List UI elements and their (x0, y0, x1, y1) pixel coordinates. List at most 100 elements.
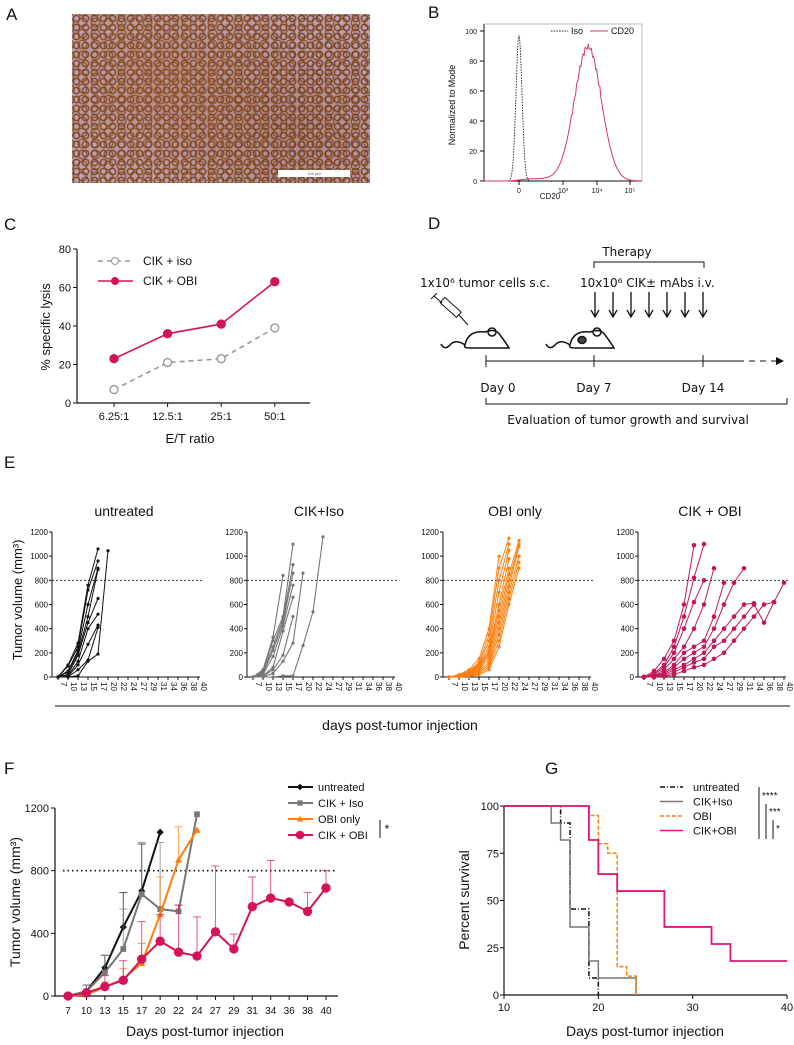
individual-point (721, 580, 727, 586)
data-point (156, 828, 164, 836)
individual-point (96, 559, 100, 563)
individual-point (681, 668, 687, 674)
individual-point (701, 662, 707, 668)
data-point (194, 811, 200, 818)
individual-point (741, 565, 747, 571)
data-point (229, 944, 239, 954)
x-tick-label: 38 (384, 682, 393, 691)
group-panel-2: OBI only 0 200 400 600 800 1000 1200 7 10 13 15 17 20… (421, 503, 599, 691)
x-tick-label: 17 (685, 682, 694, 691)
data-point (216, 319, 226, 329)
dose-arrowhead-icon (608, 309, 618, 319)
group-title: CIK+Iso (294, 503, 344, 519)
individual-point (701, 656, 707, 662)
survival-curve (504, 805, 600, 995)
legend-label: OBI (693, 811, 712, 823)
individual-point (291, 595, 295, 599)
y-tick-label: 800 (35, 576, 49, 585)
x-tick-label: 22 (314, 682, 323, 691)
individual-point (251, 675, 255, 679)
series-line-1 (113, 281, 276, 360)
y-tick-label: 0 (239, 673, 244, 682)
individual-point (507, 566, 511, 570)
individual-point (311, 610, 315, 614)
dose-arrowhead-icon (626, 309, 636, 319)
legend-marker (295, 830, 305, 840)
x-tick-label: 34 (560, 682, 569, 691)
legend-marker (297, 800, 303, 806)
x-tick-label: 34 (265, 1006, 277, 1017)
x-tick-label: 34 (755, 682, 764, 691)
x-tick-label: 17 (294, 682, 303, 691)
x-tick-label: 40 (785, 682, 794, 691)
x-tick-label: 36 (374, 682, 383, 691)
legend-label: CIK + iso (143, 254, 192, 268)
individual-point (731, 626, 737, 631)
individual-point (711, 638, 717, 644)
therapy-bracket (593, 261, 705, 268)
y-axis-label: Tumor volume (mm³) (10, 540, 25, 661)
x-tick-label: 40 (320, 1006, 332, 1017)
y-tick-label: 400 (621, 625, 635, 634)
individual-point (711, 626, 717, 631)
individual-point (711, 614, 717, 619)
legend-marker (111, 257, 119, 265)
x-tick-label: 29 (149, 682, 158, 691)
y-tick-label: 800 (230, 576, 244, 585)
individual-point (86, 602, 90, 607)
x-tick-label: 0 (517, 188, 521, 195)
individual-point (507, 548, 511, 552)
x-tick-label: 27 (725, 682, 734, 691)
legend-marker (111, 277, 119, 285)
x-tick-label: 10 (498, 1002, 510, 1014)
x-tick-label: 13 (274, 682, 283, 691)
individual-point (691, 650, 697, 656)
y-tick-label: 1200 (25, 803, 49, 815)
x-axis-label: E/T ratio (166, 431, 215, 446)
y-tick-label: 200 (621, 649, 635, 658)
individual-point (291, 542, 295, 546)
y-tick-label: 400 (31, 928, 49, 940)
individual-point (711, 656, 717, 662)
y-tick-label: 600 (230, 601, 244, 610)
individual-point (701, 578, 707, 583)
x-axis-label: Days post-tumor injection (566, 1023, 724, 1039)
iso-histogram-line (507, 35, 531, 182)
individual-point (291, 641, 295, 645)
individual-point (281, 573, 285, 578)
individual-point (771, 599, 777, 605)
day-14-label: Day 14 (682, 381, 725, 395)
individual-point (741, 614, 747, 619)
x-tick-label: 10 (460, 682, 469, 691)
x-tick-label: 17 (490, 682, 499, 691)
y-tick-label: 800 (31, 866, 49, 878)
x-tick-label: 24 (520, 682, 529, 691)
individual-point (291, 614, 295, 619)
legend-label: OBI only (318, 814, 361, 826)
data-point (270, 277, 280, 287)
individual-point (651, 674, 657, 680)
individual-point (497, 645, 501, 649)
individual-point (701, 541, 707, 547)
x-tick-label: 22 (119, 682, 128, 691)
individual-point (751, 602, 757, 607)
individual-point (691, 599, 697, 605)
individual-point (731, 638, 737, 644)
individual-point (507, 572, 511, 576)
individual-curve (58, 550, 109, 678)
x-tick-label: 22 (705, 682, 714, 691)
individual-point (681, 602, 687, 607)
individual-point (741, 602, 747, 607)
y-tick-label: 0 (435, 673, 440, 682)
individual-point (507, 556, 511, 561)
individual-point (76, 674, 80, 678)
x-tick-label: 40 (199, 682, 208, 691)
panel-label-e: E (4, 453, 15, 472)
x-tick-label: 31 (247, 1006, 259, 1017)
individual-point (261, 675, 265, 679)
y-tick-label: 400 (426, 625, 440, 634)
individual-curve (448, 540, 520, 678)
legend-label: untreated (693, 782, 739, 794)
data-point (192, 951, 202, 961)
